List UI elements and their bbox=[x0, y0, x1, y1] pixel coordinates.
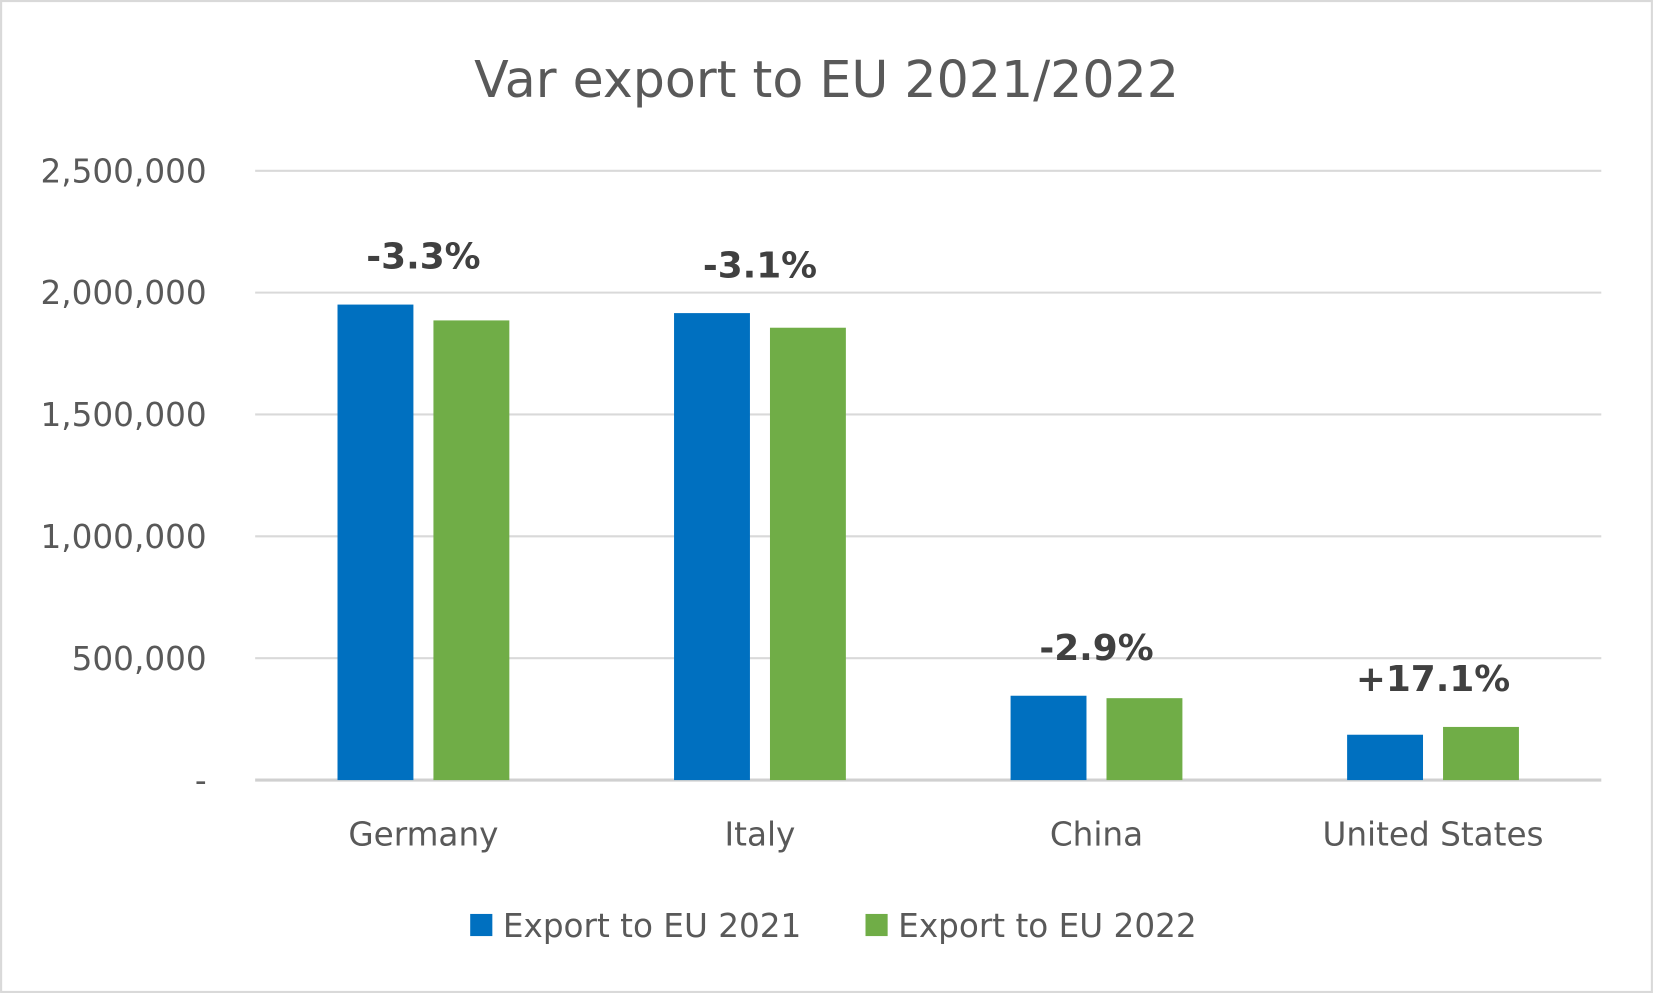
bar-united-states-1 bbox=[1347, 734, 1424, 781]
bar-china-2 bbox=[1106, 698, 1183, 781]
annotation-label: -3.1% bbox=[703, 245, 817, 286]
bar-germany-2 bbox=[433, 320, 510, 781]
y-tick-label: 2,500,000 bbox=[40, 152, 206, 190]
legend-label: Export to EU 2021 bbox=[503, 907, 801, 945]
y-tick-label: 1,500,000 bbox=[40, 396, 206, 434]
x-tick-label: United States bbox=[1322, 815, 1543, 853]
x-tick-label: Italy bbox=[725, 815, 796, 853]
bar-china-1 bbox=[1010, 695, 1087, 781]
annotation-label: -2.9% bbox=[1039, 628, 1153, 669]
y-tick-label: 2,000,000 bbox=[40, 274, 206, 312]
legend-label: Export to EU 2022 bbox=[898, 907, 1196, 945]
y-tick-label: - bbox=[195, 762, 207, 800]
bar-united-states-2 bbox=[1443, 726, 1519, 781]
bar-italy-1 bbox=[674, 313, 750, 781]
y-tick-label: 500,000 bbox=[72, 640, 207, 678]
x-tick-label: Germany bbox=[348, 815, 498, 853]
annotation-label: -3.3% bbox=[366, 237, 480, 278]
legend-swatch bbox=[865, 913, 888, 937]
legend-swatch bbox=[470, 913, 493, 937]
y-tick-label: 1,000,000 bbox=[40, 518, 206, 556]
chart-title: Var export to EU 2021/2022 bbox=[474, 50, 1179, 109]
bar-germany-1 bbox=[337, 304, 414, 781]
annotation-label: +17.1% bbox=[1356, 659, 1510, 700]
x-tick-label: China bbox=[1050, 815, 1143, 853]
bar-italy-2 bbox=[769, 327, 846, 781]
